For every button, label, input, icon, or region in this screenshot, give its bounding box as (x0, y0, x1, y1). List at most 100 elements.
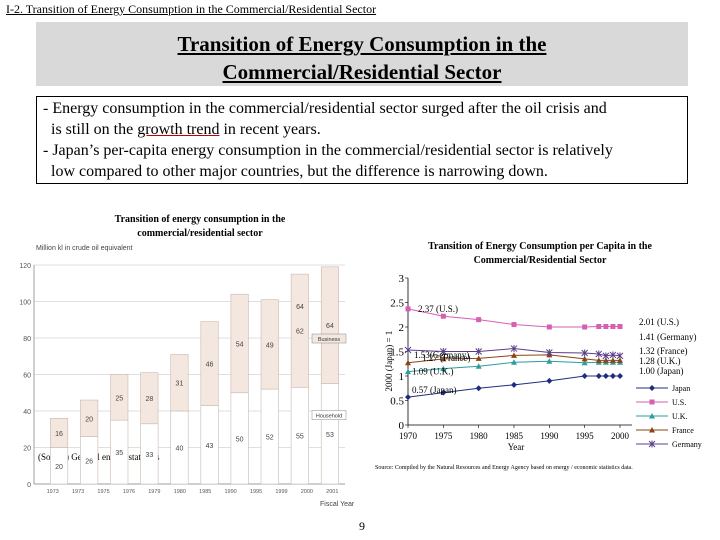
right-chart-ylabel: 2000 (Japan) = 1 (384, 331, 394, 392)
right-xtick-label: 1985 (505, 431, 524, 441)
marker-triangle (595, 357, 602, 363)
marker-triangle (649, 427, 655, 433)
left-chart-source: (Source) General energy statistics (38, 452, 160, 462)
right-xtick-label: 1975 (434, 431, 453, 441)
left-xtick-label: 2001 (326, 489, 338, 495)
bar-label-household: 40 (176, 446, 184, 453)
legend-label: U.K. (672, 412, 688, 421)
marker-diamond (617, 373, 623, 379)
left-xtick-label: 1980 (174, 489, 186, 495)
left-xtick-label: 1995 (250, 489, 262, 495)
left-ytick-label: 20 (23, 446, 31, 453)
legend-label: Germany (672, 440, 702, 449)
right-ytick-label: 1.5 (390, 347, 404, 359)
left-xtick-label: 1973 (47, 489, 59, 495)
bar-business (170, 354, 189, 412)
annotation-germany-end: 1.41 (Germany) (639, 332, 696, 342)
marker-triangle (546, 358, 553, 364)
right-chart-source: Source: Compiled by the Natural Resource… (375, 465, 633, 471)
bar-label-household: 53 (326, 432, 334, 439)
left-ytick-label: 40 (23, 409, 31, 416)
marker-triangle (649, 413, 655, 419)
annotation-germany-start: 1.53(Germany) (414, 350, 469, 360)
series-line (407, 354, 620, 364)
annotation-uk-end: 1.28 (U.K.) (639, 356, 681, 366)
series-line (407, 348, 621, 357)
series-us (405, 306, 623, 330)
right-chart: 0 0.5 1 1.5 2 2.5 3 1970 1975 1980 1985 1990 1995 200… (390, 273, 702, 449)
marker-square (440, 313, 446, 319)
legend-business (311, 333, 347, 344)
left-xtick-label: 1999 (275, 489, 287, 495)
series-germany (404, 345, 624, 360)
left-xtick-label: 1990 (225, 489, 237, 495)
marker-diamond (581, 373, 588, 379)
bar-label-business: 62 (296, 329, 304, 336)
annotation-uk-start: 1.09 (U.K.) (412, 367, 454, 377)
marker-triangle (581, 359, 588, 366)
marker-square (617, 324, 623, 330)
marker-diamond (475, 385, 482, 392)
series-line (407, 375, 620, 398)
growth-trend-link[interactable]: growth trend (137, 121, 220, 138)
right-xtick-label: 1980 (470, 431, 489, 441)
series-japan (405, 373, 623, 401)
bar-label-household: 35 (115, 450, 123, 457)
series-uk (405, 358, 623, 375)
right-ytick-label: 0 (399, 420, 405, 432)
bullet-2-line-a: - Japan’s per-capita energy consumption … (43, 142, 613, 159)
bar-business (80, 399, 99, 437)
right-ytick-label: 2 (399, 322, 405, 334)
bar-business (200, 321, 219, 406)
marker-square (649, 399, 655, 405)
left-xtick-label: 1979 (148, 489, 160, 495)
right-xtick-label: 1970 (399, 431, 418, 441)
marker-triangle (511, 352, 517, 358)
marker-triangle (405, 359, 411, 366)
bar-label-household: 33 (145, 452, 153, 459)
marker-diamond (595, 373, 602, 379)
bar-business (110, 374, 129, 421)
left-ytick-label: 80 (23, 336, 31, 343)
bar-label-household: 55 (296, 434, 304, 441)
bar-label-household: 43 (206, 443, 214, 450)
marker-diamond (609, 373, 616, 379)
marker-triangle (440, 355, 447, 362)
bar-label-household: 20 (55, 464, 63, 471)
bar-business (50, 417, 69, 448)
left-ytick-label: 120 (19, 263, 31, 270)
bullet-1-pre: is still on the (51, 121, 138, 138)
left-ytick-label: 60 (23, 373, 31, 380)
left-chart-title-1: Transition of energy consumption in the (115, 214, 286, 225)
series-line (407, 360, 620, 373)
legend-label: Japan (672, 384, 690, 393)
bullet-1-line-b: is still on the growth trend in recent y… (43, 119, 681, 140)
bar-business (320, 266, 339, 384)
extra-label: 64 (296, 304, 304, 311)
bar-business (140, 372, 159, 425)
right-xtick-label: 1995 (576, 431, 595, 441)
bar-label-business: 46 (206, 362, 214, 369)
marker-square (546, 324, 552, 330)
marker-square (596, 324, 602, 330)
marker-square (603, 324, 609, 330)
marker-diamond (546, 377, 553, 384)
legend-label: U.S. (672, 398, 686, 407)
right-chart-xlabel: Year (508, 442, 525, 452)
marker-square (511, 322, 517, 328)
page-title-line1: Transition of Energy Consumption in the (177, 32, 547, 56)
left-xtick-label: 2000 (301, 489, 313, 495)
series-line (407, 308, 620, 328)
marker-triangle (581, 355, 588, 362)
right-ytick-label: 1 (399, 371, 405, 383)
annotation-japan-end: 1.00 (Japan) (639, 366, 684, 376)
marker-diamond (440, 389, 447, 396)
section-header: I-2. Transition of Energy Consumption in… (6, 2, 377, 16)
left-ytick-label: 0 (27, 482, 31, 489)
annotation-us-end: 2.01 (U.S.) (639, 317, 679, 327)
bar-business (260, 299, 279, 390)
right-xtick-label: 2000 (611, 431, 630, 441)
annotation-france-start: 1.27 (France) (422, 353, 470, 363)
left-xtick-label: 1976 (123, 489, 135, 495)
marker-diamond (602, 373, 609, 379)
